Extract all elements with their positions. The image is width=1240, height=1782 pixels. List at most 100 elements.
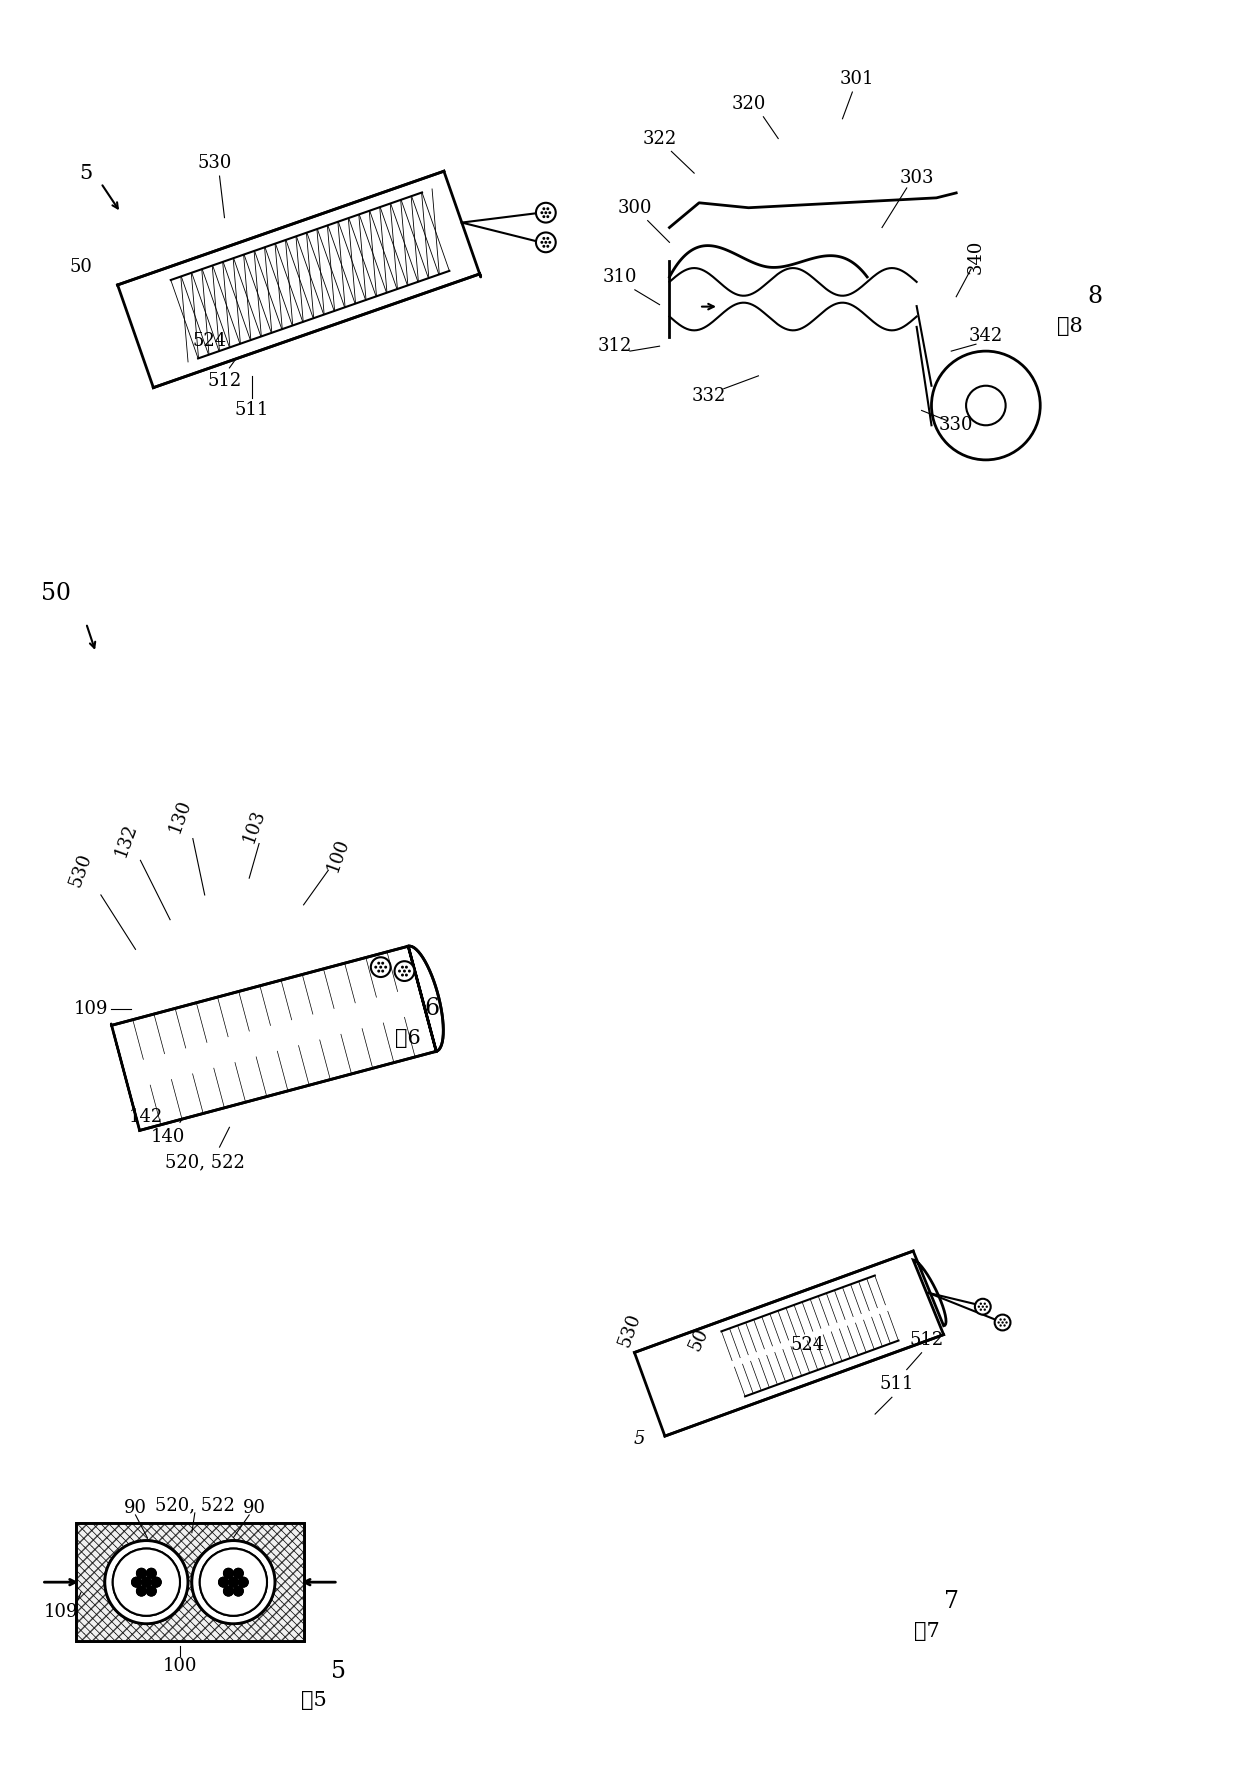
Bar (76, 1524, 304, 1641)
Circle shape (547, 207, 549, 210)
Circle shape (113, 1549, 180, 1616)
Circle shape (548, 241, 552, 244)
Text: 130: 130 (166, 797, 195, 836)
Circle shape (544, 212, 547, 214)
Circle shape (1003, 1319, 1006, 1320)
Circle shape (151, 1577, 161, 1588)
Circle shape (200, 1549, 267, 1616)
Bar (76, 1524, 304, 1641)
Text: 100: 100 (162, 1657, 197, 1675)
Text: 图8: 图8 (1056, 317, 1083, 335)
Text: 530: 530 (615, 1312, 645, 1349)
Text: 图5: 图5 (300, 1691, 326, 1711)
Text: 342: 342 (968, 328, 1003, 346)
Text: 6: 6 (424, 998, 440, 1019)
Circle shape (542, 244, 546, 248)
Circle shape (192, 1541, 275, 1623)
Polygon shape (118, 171, 481, 388)
Circle shape (541, 212, 543, 214)
Circle shape (398, 969, 401, 973)
Text: 8: 8 (1087, 285, 1102, 308)
Text: 132: 132 (112, 822, 140, 859)
Circle shape (542, 207, 546, 210)
Circle shape (131, 1577, 141, 1588)
Circle shape (146, 1586, 156, 1597)
Text: 300: 300 (618, 200, 652, 217)
Circle shape (238, 1577, 248, 1588)
Text: 530: 530 (197, 155, 232, 173)
Circle shape (548, 212, 552, 214)
Text: 5: 5 (79, 164, 93, 182)
Circle shape (980, 1308, 982, 1312)
Text: 524: 524 (192, 331, 227, 351)
Circle shape (986, 1306, 988, 1308)
Circle shape (146, 1586, 156, 1597)
Circle shape (146, 1568, 156, 1579)
Text: 524: 524 (791, 1336, 825, 1354)
Text: 320: 320 (732, 94, 766, 112)
Text: 140: 140 (151, 1128, 185, 1146)
Bar (76, 1524, 304, 1641)
Polygon shape (635, 1251, 946, 1436)
Circle shape (377, 969, 381, 973)
Circle shape (192, 1541, 275, 1623)
Text: 50: 50 (41, 583, 72, 604)
Text: 图7: 图7 (914, 1622, 940, 1641)
Text: 511: 511 (234, 401, 269, 419)
Circle shape (547, 216, 549, 217)
Text: 511: 511 (879, 1376, 914, 1394)
Circle shape (401, 973, 404, 977)
Text: 512: 512 (207, 372, 242, 390)
Circle shape (136, 1586, 146, 1597)
Circle shape (1002, 1320, 1003, 1324)
Circle shape (131, 1577, 141, 1588)
Circle shape (374, 966, 377, 969)
Circle shape (233, 1568, 243, 1579)
Circle shape (105, 1541, 188, 1623)
Circle shape (223, 1586, 233, 1597)
Text: 图6: 图6 (394, 1028, 420, 1048)
Circle shape (233, 1586, 243, 1597)
Circle shape (994, 1315, 1011, 1331)
Circle shape (141, 1577, 151, 1588)
Circle shape (542, 216, 546, 217)
Circle shape (379, 966, 382, 969)
Circle shape (228, 1577, 238, 1588)
Text: 100: 100 (324, 836, 352, 875)
Circle shape (136, 1568, 146, 1579)
Circle shape (136, 1586, 146, 1597)
Circle shape (218, 1577, 228, 1588)
Circle shape (547, 244, 549, 248)
Circle shape (1003, 1324, 1006, 1326)
Circle shape (536, 232, 556, 253)
Circle shape (999, 1324, 1002, 1326)
Text: 340: 340 (967, 241, 985, 274)
Circle shape (371, 957, 391, 977)
Circle shape (377, 962, 381, 964)
Text: 520, 522: 520, 522 (165, 1153, 244, 1171)
Circle shape (403, 969, 405, 973)
Circle shape (547, 237, 549, 241)
Circle shape (1006, 1320, 1008, 1324)
Circle shape (223, 1568, 233, 1579)
Circle shape (975, 1299, 991, 1315)
Text: 310: 310 (603, 267, 637, 285)
Circle shape (223, 1586, 233, 1597)
Text: 512: 512 (909, 1331, 944, 1349)
Circle shape (233, 1586, 243, 1597)
Circle shape (218, 1577, 228, 1588)
Circle shape (983, 1303, 986, 1304)
Text: 109: 109 (45, 1602, 78, 1622)
Text: 303: 303 (899, 169, 934, 187)
Circle shape (401, 966, 404, 969)
Text: 520, 522: 520, 522 (155, 1497, 234, 1515)
Circle shape (228, 1577, 238, 1588)
Circle shape (997, 1320, 999, 1324)
Text: 332: 332 (692, 387, 727, 405)
Text: 5: 5 (634, 1429, 646, 1447)
Circle shape (542, 237, 546, 241)
Circle shape (113, 1549, 180, 1616)
Text: 301: 301 (839, 69, 874, 87)
Circle shape (394, 960, 414, 980)
Circle shape (136, 1568, 146, 1579)
